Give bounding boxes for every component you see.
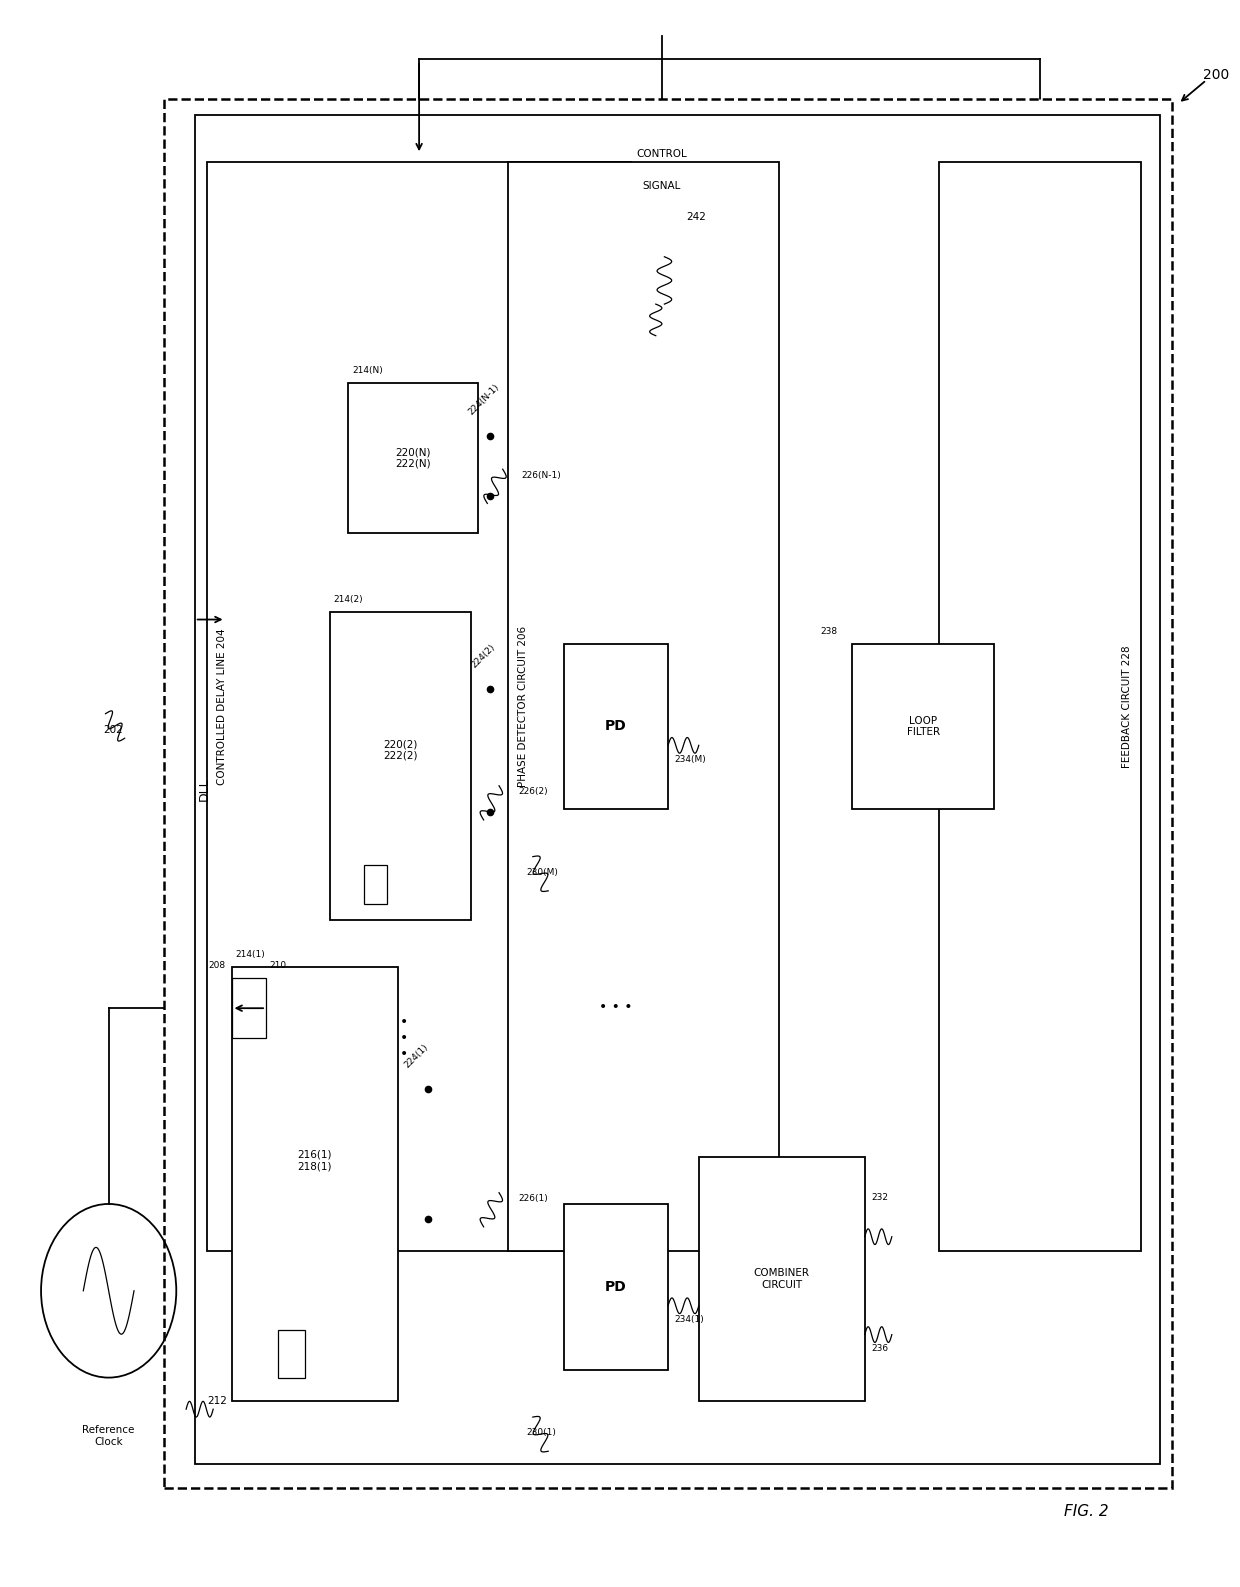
Text: PHASE DETECTOR CIRCUIT 206: PHASE DETECTOR CIRCUIT 206 bbox=[518, 627, 528, 787]
Bar bbox=[699, 1157, 864, 1401]
Text: 236: 236 bbox=[870, 1344, 888, 1354]
Text: 234(1): 234(1) bbox=[675, 1316, 704, 1324]
Text: DLL: DLL bbox=[198, 778, 211, 801]
Text: 212: 212 bbox=[207, 1397, 227, 1406]
Text: 220(2)
222(2): 220(2) 222(2) bbox=[383, 740, 418, 760]
Text: 214(1): 214(1) bbox=[236, 951, 265, 959]
Bar bbox=[348, 382, 477, 533]
Text: 238: 238 bbox=[821, 627, 838, 636]
Text: 226(N-1): 226(N-1) bbox=[522, 470, 562, 479]
Text: 224(2): 224(2) bbox=[470, 643, 497, 670]
Bar bbox=[939, 162, 1141, 1251]
Text: Reference
Clock: Reference Clock bbox=[83, 1425, 135, 1447]
Text: 242: 242 bbox=[687, 213, 707, 222]
Text: CONTROLLED DELAY LINE 204: CONTROLLED DELAY LINE 204 bbox=[217, 628, 227, 786]
Bar bbox=[232, 966, 398, 1401]
Bar bbox=[563, 1205, 668, 1370]
Text: 226(1): 226(1) bbox=[518, 1193, 548, 1203]
Text: 214(2): 214(2) bbox=[334, 595, 363, 605]
Bar bbox=[852, 643, 994, 809]
Text: 230(1): 230(1) bbox=[527, 1428, 557, 1438]
Text: PD: PD bbox=[605, 1279, 626, 1293]
Text: PD: PD bbox=[605, 719, 626, 733]
Text: 232: 232 bbox=[870, 1193, 888, 1201]
Text: 208: 208 bbox=[208, 962, 226, 970]
Text: SIGNAL: SIGNAL bbox=[642, 181, 681, 190]
Bar bbox=[232, 978, 267, 1038]
Bar bbox=[207, 162, 631, 1251]
Text: 200: 200 bbox=[1203, 68, 1229, 83]
Text: CONTROL: CONTROL bbox=[636, 149, 687, 159]
Text: 220(N)
222(N): 220(N) 222(N) bbox=[396, 448, 430, 468]
Text: 216(1)
218(1): 216(1) 218(1) bbox=[298, 1149, 332, 1171]
Bar bbox=[330, 613, 471, 920]
Bar bbox=[508, 162, 779, 1251]
Text: 226(2): 226(2) bbox=[518, 787, 548, 797]
Bar bbox=[278, 1330, 305, 1378]
Text: FEEDBACK CIRCUIT 228: FEEDBACK CIRCUIT 228 bbox=[1122, 646, 1132, 768]
Text: LOOP
FILTER: LOOP FILTER bbox=[906, 716, 940, 738]
Bar bbox=[365, 865, 387, 905]
Text: 230(M): 230(M) bbox=[527, 868, 558, 876]
Text: 224(1): 224(1) bbox=[402, 1043, 430, 1070]
Text: 210: 210 bbox=[270, 962, 286, 970]
Bar bbox=[164, 98, 1172, 1489]
Bar bbox=[563, 643, 668, 809]
Text: FIG. 2: FIG. 2 bbox=[1064, 1504, 1109, 1519]
Text: • • •: • • • bbox=[599, 1000, 632, 1014]
Text: 202: 202 bbox=[104, 725, 124, 735]
Text: 234(M): 234(M) bbox=[675, 755, 706, 763]
Text: COMBINER
CIRCUIT: COMBINER CIRCUIT bbox=[754, 1268, 810, 1290]
Text: •
•
•: • • • bbox=[399, 1016, 408, 1062]
Text: 214(N): 214(N) bbox=[352, 367, 383, 375]
Text: 224(N-1): 224(N-1) bbox=[466, 382, 501, 417]
Bar bbox=[195, 114, 1159, 1465]
